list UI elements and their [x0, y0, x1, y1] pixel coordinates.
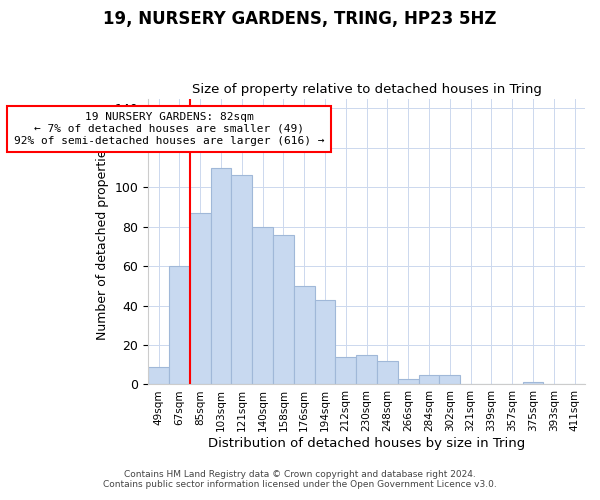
Bar	[377, 361, 398, 384]
Bar	[148, 366, 169, 384]
Title: Size of property relative to detached houses in Tring: Size of property relative to detached ho…	[191, 83, 541, 96]
Bar	[294, 286, 314, 384]
Bar	[314, 300, 335, 384]
Bar	[523, 382, 544, 384]
Bar	[335, 357, 356, 384]
X-axis label: Distribution of detached houses by size in Tring: Distribution of detached houses by size …	[208, 437, 525, 450]
Bar	[419, 374, 439, 384]
Text: 19, NURSERY GARDENS, TRING, HP23 5HZ: 19, NURSERY GARDENS, TRING, HP23 5HZ	[103, 10, 497, 28]
Text: Contains HM Land Registry data © Crown copyright and database right 2024.
Contai: Contains HM Land Registry data © Crown c…	[103, 470, 497, 489]
Bar	[398, 378, 419, 384]
Text: 19 NURSERY GARDENS: 82sqm
← 7% of detached houses are smaller (49)
92% of semi-d: 19 NURSERY GARDENS: 82sqm ← 7% of detach…	[14, 112, 324, 146]
Bar	[356, 355, 377, 384]
Bar	[232, 176, 252, 384]
Bar	[273, 234, 294, 384]
Bar	[439, 374, 460, 384]
Y-axis label: Number of detached properties: Number of detached properties	[96, 143, 109, 340]
Bar	[252, 226, 273, 384]
Bar	[211, 168, 232, 384]
Bar	[190, 213, 211, 384]
Bar	[169, 266, 190, 384]
